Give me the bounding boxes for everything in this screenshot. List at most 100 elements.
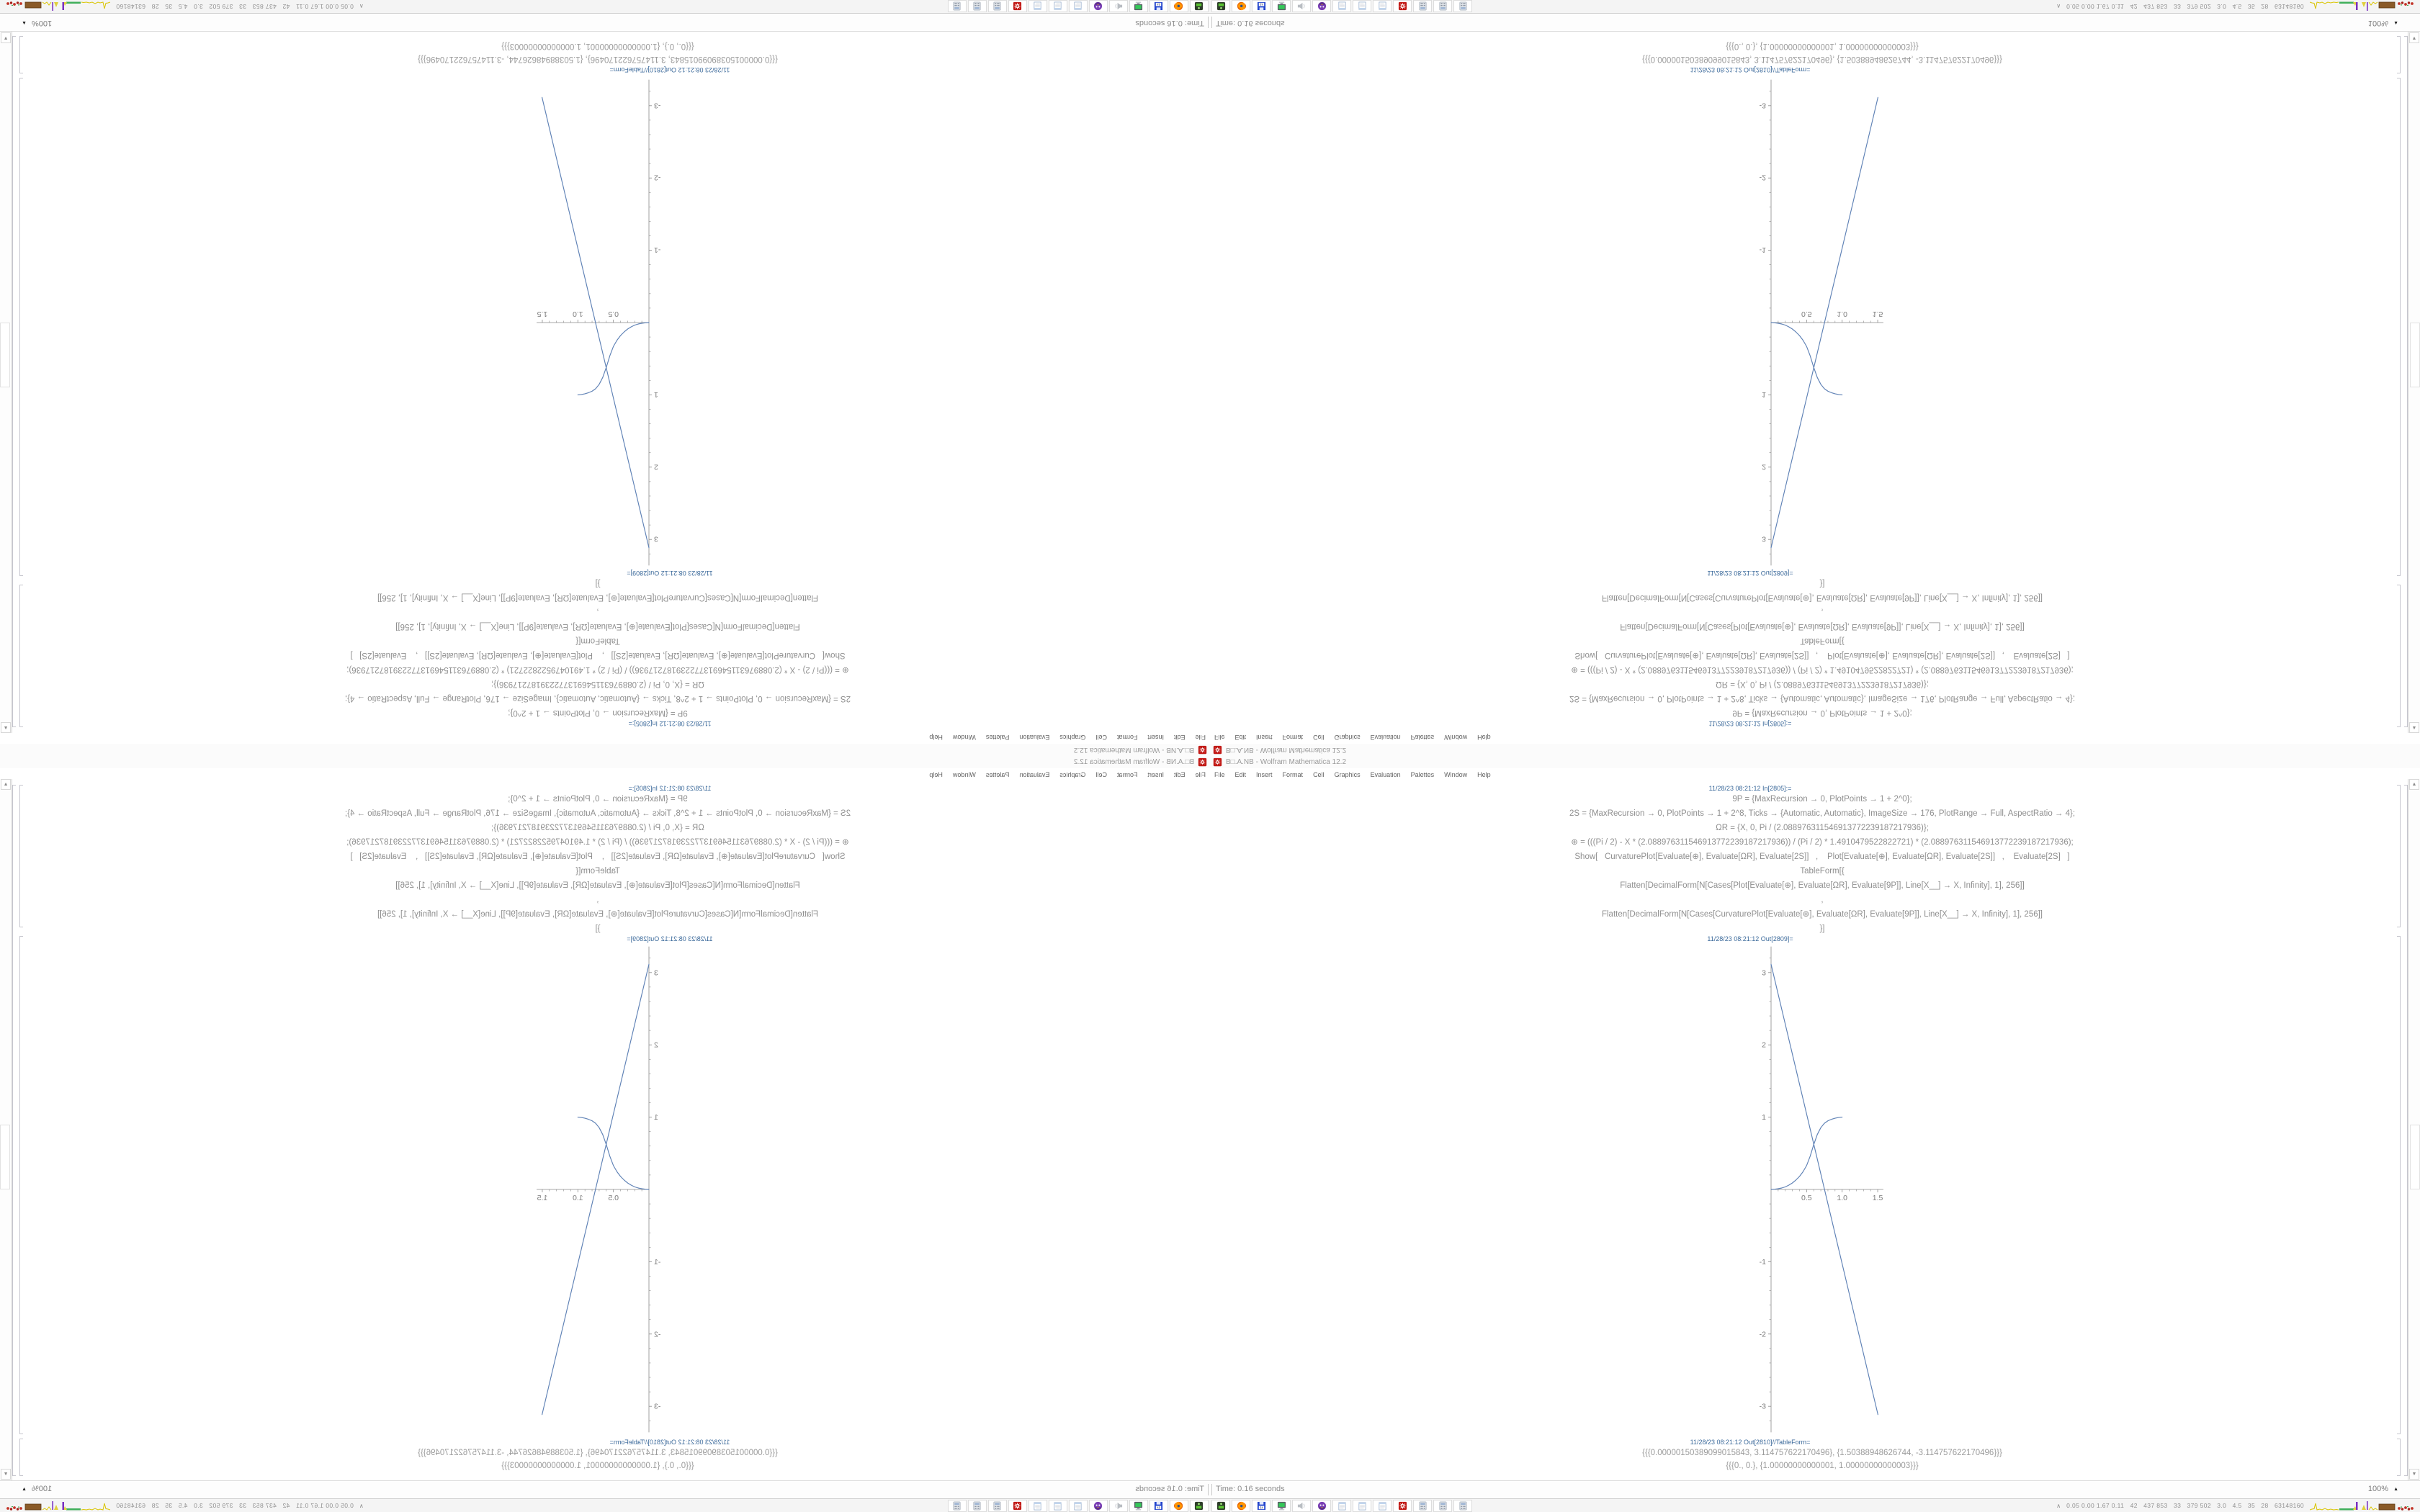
window-titlebar[interactable]: B□.A.NB - Wolfram Mathematica 12.2 xyxy=(1210,756,2420,768)
taskbar-speaker-button[interactable] xyxy=(1292,0,1311,12)
menu-edit[interactable]: Edit xyxy=(1234,734,1247,741)
cell-bracket-output-plot[interactable] xyxy=(19,936,23,1434)
menu-format[interactable]: Format xyxy=(1282,734,1304,741)
taskbar-calculator1-button[interactable] xyxy=(1413,1500,1432,1512)
menu-insert[interactable]: Insert xyxy=(1147,771,1164,778)
code-line[interactable]: ⊕ = (((Pi / 2) - X * (2.0889763115469137… xyxy=(346,665,849,674)
code-line[interactable]: ΩR = {X, 0, Pi / (2.08897631154691377223… xyxy=(1716,680,1929,688)
code-line[interactable]: , xyxy=(596,608,599,616)
code-line[interactable]: , xyxy=(1821,608,1824,616)
menu-help[interactable]: Help xyxy=(1477,734,1491,741)
taskbar-floppy64-button[interactable]: 64 xyxy=(1150,0,1168,12)
menu-insert[interactable]: Insert xyxy=(1256,771,1273,778)
cell-group-bracket[interactable] xyxy=(2404,785,2408,1476)
code-line[interactable]: Flatten[DecimalForm[N[Cases[CurvaturePlo… xyxy=(1601,910,2043,919)
vertical-scrollbar-thumb[interactable] xyxy=(0,1125,10,1189)
input-cell[interactable]: 9P = {MaxRecursion → 0, PlotPoints → 1 +… xyxy=(0,576,1210,720)
code-line[interactable]: }] xyxy=(595,924,601,933)
menu-help[interactable]: Help xyxy=(1477,771,1491,778)
cell-bracket-output-table[interactable] xyxy=(2397,36,2401,73)
menu-evaluation[interactable]: Evaluation xyxy=(1370,771,1401,778)
menu-palettes[interactable]: Palettes xyxy=(985,734,1010,741)
code-line[interactable]: , xyxy=(596,896,599,904)
taskbar-notepad2-button[interactable] xyxy=(1049,0,1067,12)
code-line[interactable]: Show[ CurvaturePlot[Evaluate[⊕], Evaluat… xyxy=(350,852,846,861)
menu-file[interactable]: File xyxy=(1195,771,1206,778)
cell-bracket-output-table[interactable] xyxy=(19,36,23,73)
menu-cell[interactable]: Cell xyxy=(1313,734,1325,741)
taskbar-purple-face-button[interactable] xyxy=(1312,1500,1331,1512)
code-line[interactable]: 2S = {MaxRecursion → 0, PlotPoints → 1 +… xyxy=(344,809,851,818)
code-line[interactable]: Flatten[DecimalForm[N[Cases[CurvaturePlo… xyxy=(377,593,819,602)
code-line[interactable]: Show[ CurvaturePlot[Evaluate[⊕], Evaluat… xyxy=(1574,852,2070,861)
cell-bracket-input[interactable] xyxy=(2397,785,2401,927)
taskbar-calculator3-button[interactable] xyxy=(948,1500,967,1512)
cell-bracket-output-plot[interactable] xyxy=(2397,936,2401,1434)
scroll-down-button[interactable]: ▼ xyxy=(1,1469,11,1480)
input-cell[interactable]: 9P = {MaxRecursion → 0, PlotPoints → 1 +… xyxy=(0,792,1210,936)
cell-bracket-input[interactable] xyxy=(19,785,23,927)
menu-file[interactable]: File xyxy=(1214,734,1225,741)
menu-evaluation[interactable]: Evaluation xyxy=(1019,771,1050,778)
menu-window[interactable]: Window xyxy=(1444,734,1468,741)
menu-graphics[interactable]: Graphics xyxy=(1059,771,1086,778)
taskbar-notepad1-button[interactable] xyxy=(1332,0,1351,12)
menu-evaluation[interactable]: Evaluation xyxy=(1019,734,1050,741)
code-line[interactable]: ⊕ = (((Pi / 2) - X * (2.0889763115469137… xyxy=(1571,665,2074,674)
code-line[interactable]: Show[ CurvaturePlot[Evaluate[⊕], Evaluat… xyxy=(350,651,846,660)
taskbar-calculator3-button[interactable] xyxy=(948,0,967,12)
taskbar-purple-face-button[interactable] xyxy=(1089,0,1108,12)
taskbar-computer-button[interactable] xyxy=(1129,0,1148,12)
code-line[interactable]: }] xyxy=(1819,579,1825,588)
taskbar-notepad1-button[interactable] xyxy=(1069,0,1088,12)
menu-edit[interactable]: Edit xyxy=(1173,734,1186,741)
magnification-control[interactable]: 100% ▲ xyxy=(22,1485,52,1493)
taskbar-computer-button[interactable] xyxy=(1129,1500,1148,1512)
taskbar-floppy64-button[interactable]: 64 xyxy=(1150,1500,1168,1512)
taskbar-calculator1-button[interactable] xyxy=(1413,0,1432,12)
taskbar-purple-face-button[interactable] xyxy=(1089,1500,1108,1512)
cell-bracket-input[interactable] xyxy=(19,585,23,727)
code-line[interactable]: ΩR = {X, 0, Pi / (2.08897631154691377223… xyxy=(1716,824,1929,832)
code-line[interactable]: }] xyxy=(595,579,601,588)
cell-bracket-output-table[interactable] xyxy=(2397,1439,2401,1476)
menu-format[interactable]: Format xyxy=(1116,771,1138,778)
taskbar-mathematica-button[interactable] xyxy=(1393,1500,1412,1512)
taskbar-notepad3-button[interactable] xyxy=(1028,0,1047,12)
menu-window[interactable]: Window xyxy=(1444,771,1468,778)
window-titlebar[interactable]: B□.A.NB - Wolfram Mathematica 12.2 xyxy=(1210,744,2420,756)
menu-cell[interactable]: Cell xyxy=(1095,771,1107,778)
taskbar-firefox-button[interactable] xyxy=(1170,1500,1188,1512)
code-line[interactable]: 9P = {MaxRecursion → 0, PlotPoints → 1 +… xyxy=(508,708,688,717)
code-line[interactable]: 9P = {MaxRecursion → 0, PlotPoints → 1 +… xyxy=(508,795,688,804)
code-line[interactable]: TableForm[{ xyxy=(575,867,620,876)
taskbar-calculator3-button[interactable] xyxy=(1453,0,1472,12)
menu-edit[interactable]: Edit xyxy=(1234,771,1247,778)
taskbar-speaker-button[interactable] xyxy=(1292,1500,1311,1512)
cell-bracket-output-plot[interactable] xyxy=(19,78,23,576)
taskbar-device-button[interactable] xyxy=(1211,1500,1230,1512)
input-cell[interactable]: 9P = {MaxRecursion → 0, PlotPoints → 1 +… xyxy=(1210,576,2420,720)
taskbar-notepad2-button[interactable] xyxy=(1353,1500,1371,1512)
window-titlebar[interactable]: B□.A.NB - Wolfram Mathematica 12.2 xyxy=(0,744,1210,756)
cell-group-bracket[interactable] xyxy=(12,36,16,727)
code-line[interactable]: 2S = {MaxRecursion → 0, PlotPoints → 1 +… xyxy=(1569,694,2076,703)
taskbar-firefox-button[interactable] xyxy=(1232,0,1250,12)
taskbar-notepad1-button[interactable] xyxy=(1069,1500,1088,1512)
taskbar-mathematica-button[interactable] xyxy=(1393,0,1412,12)
menu-help[interactable]: Help xyxy=(929,771,943,778)
menu-palettes[interactable]: Palettes xyxy=(985,771,1010,778)
taskbar-speaker-button[interactable] xyxy=(1109,0,1128,12)
scroll-down-button[interactable]: ▼ xyxy=(1,32,11,43)
code-line[interactable]: Flatten[DecimalForm[N[Cases[CurvaturePlo… xyxy=(1601,593,2043,602)
menu-file[interactable]: File xyxy=(1214,771,1225,778)
code-line[interactable]: TableForm[{ xyxy=(575,636,620,645)
taskbar-device-button[interactable] xyxy=(1190,0,1209,12)
taskbar-floppy64-button[interactable]: 64 xyxy=(1252,1500,1270,1512)
scroll-up-button[interactable]: ▲ xyxy=(1,779,11,790)
code-line[interactable]: Flatten[DecimalForm[N[Cases[Plot[Evaluat… xyxy=(395,622,800,631)
menu-file[interactable]: File xyxy=(1195,734,1206,741)
code-line[interactable]: ⊕ = (((Pi / 2) - X * (2.0889763115469137… xyxy=(346,838,849,847)
cell-bracket-input[interactable] xyxy=(2397,585,2401,727)
code-line[interactable]: , xyxy=(1821,896,1824,904)
